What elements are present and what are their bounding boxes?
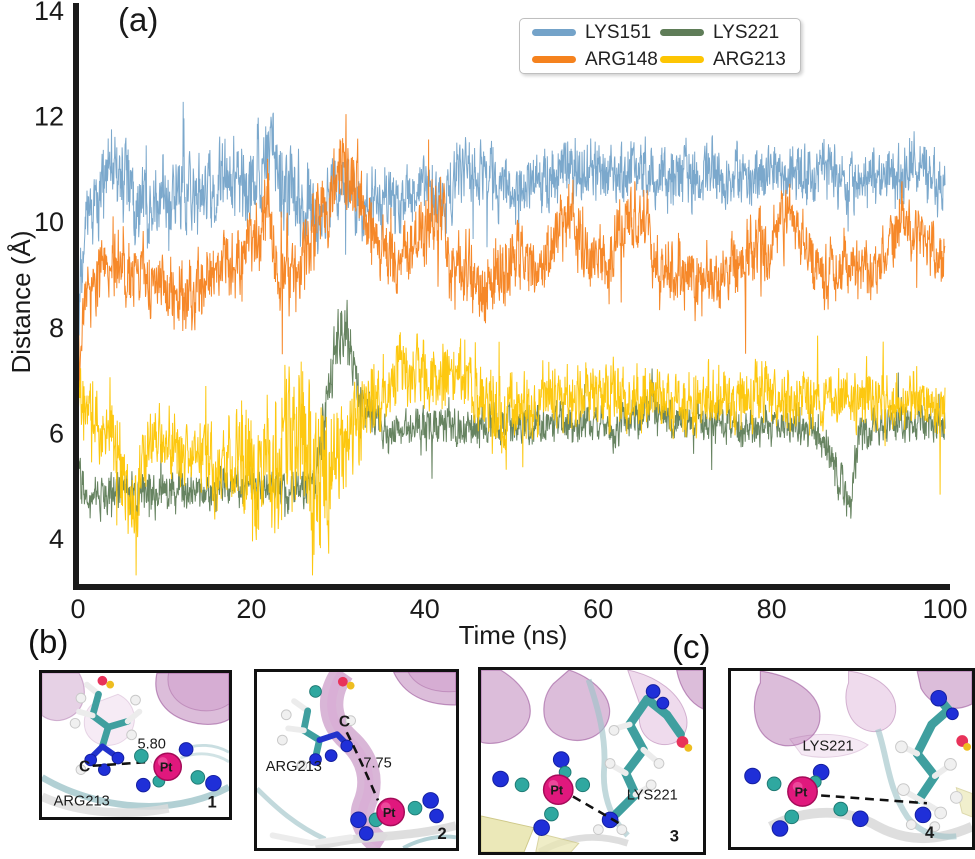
legend-item-arg213: ARG213: [660, 49, 788, 71]
y-tick-label: 6: [49, 418, 64, 448]
snapshot-index: 2: [437, 824, 446, 843]
residue-label: LYS221: [627, 787, 678, 803]
legend-item-arg148: ARG148: [532, 49, 660, 71]
x-axis-spine: [73, 584, 950, 590]
ligand-spheres: [134, 742, 222, 793]
y-tick-label: 12: [34, 102, 64, 132]
pt-label: Pt: [550, 784, 563, 798]
panel-b-label: (b): [28, 623, 69, 660]
residue-sticks: [592, 684, 693, 835]
y-tick-label: 14: [34, 0, 64, 26]
molecular-scene-1: Pt 5.80 C ARG213 1: [42, 673, 229, 817]
legend-swatch-arg213: [660, 56, 704, 63]
x-tick-label: 20: [236, 594, 266, 624]
x-tick-label: 80: [757, 594, 787, 624]
residue-sticks: [895, 689, 972, 832]
x-tick-label: 100: [922, 594, 967, 624]
molecular-scene-3: Pt LYS221 3: [481, 670, 703, 852]
series-line-arg213: [77, 332, 946, 576]
distance-label: 5.80: [137, 736, 165, 752]
distance-time-chart: 4 6 8 10 12 14 0 20 40 60 80 100 Distance (Å) Time…: [6, 0, 968, 650]
y-tick-label: 4: [49, 524, 64, 554]
distance-label: 7.75: [363, 755, 391, 771]
ligand-spheres: [350, 792, 444, 841]
legend-label-lys151: LYS151: [585, 21, 652, 43]
legend-item-lys151: LYS151: [532, 22, 660, 44]
distance-dash: [821, 794, 928, 805]
snapshot-panel-3: Pt LYS221 3: [478, 667, 706, 855]
pt-label: Pt: [160, 761, 173, 775]
pt-label: Pt: [795, 785, 809, 799]
snapshot-panel-1: Pt 5.80 C ARG213 1: [39, 670, 232, 820]
legend-label-arg213: ARG213: [713, 48, 786, 70]
series-line-arg148: [77, 114, 946, 388]
legend-item-lys221: LYS221: [660, 22, 788, 44]
residue-label: ARG213: [266, 759, 322, 775]
snapshot-panel-4: Pt LYS221 4: [728, 668, 975, 850]
legend-swatch-lys221: [660, 29, 704, 36]
x-tick-labels: 0 20 40 60 80 100: [70, 594, 967, 624]
chart-legend: LYS151 LYS221 ARG148 ARG213: [519, 18, 801, 74]
pt-label: Pt: [383, 806, 396, 820]
residue-label: ARG213: [54, 793, 110, 809]
pt-atom: Pt: [787, 776, 818, 807]
x-tick-label: 0: [70, 594, 85, 624]
pt-atom: Pt: [542, 774, 574, 806]
distance-dash: [572, 795, 621, 825]
residue-label: LYS221: [803, 739, 854, 755]
legend-label-arg148: ARG148: [585, 48, 658, 70]
x-tick-label: 60: [583, 594, 613, 624]
backbone-cartoon: [767, 728, 972, 844]
backbone-cartoon: [257, 786, 456, 848]
legend-swatch-lys151: [532, 29, 576, 36]
snapshot-index: 1: [208, 793, 217, 811]
beta-sheet: [481, 815, 580, 852]
residue-sticks: [276, 676, 357, 771]
snapshot-panel-2: Pt C ARG213 7.75 2: [254, 669, 459, 851]
molecular-scene-2: Pt C ARG213 7.75 2: [257, 672, 456, 848]
y-tick-labels: 4 6 8 10 12 14: [34, 0, 64, 554]
series-line-lys151: [77, 101, 946, 343]
distance-dash: [345, 731, 380, 801]
y-axis-spine: [73, 3, 79, 590]
carbon-label: C: [339, 713, 350, 730]
x-axis-label: Time (ns): [459, 620, 568, 650]
y-tick-label: 10: [34, 207, 64, 237]
legend-label-lys221: LYS221: [713, 21, 780, 43]
snapshot-index: 4: [925, 823, 935, 842]
pt-atom: Pt: [376, 797, 406, 827]
series-lines: [77, 101, 946, 576]
panel-a-label: (a): [118, 1, 158, 38]
snapshot-index: 3: [670, 826, 679, 845]
pt-atom: Pt: [153, 752, 183, 781]
carbon-label: C: [79, 759, 90, 776]
legend-swatch-arg148: [532, 56, 576, 63]
residue-sticks: [69, 675, 143, 776]
panel-c-label: (c): [672, 628, 711, 665]
y-tick-label: 8: [49, 313, 64, 343]
ligand-spheres: [492, 751, 591, 836]
molecular-scene-4: Pt LYS221 4: [744, 671, 972, 844]
y-axis-label: Distance (Å): [6, 230, 36, 373]
x-tick-label: 40: [410, 594, 440, 624]
series-line-lys221: [77, 299, 946, 522]
